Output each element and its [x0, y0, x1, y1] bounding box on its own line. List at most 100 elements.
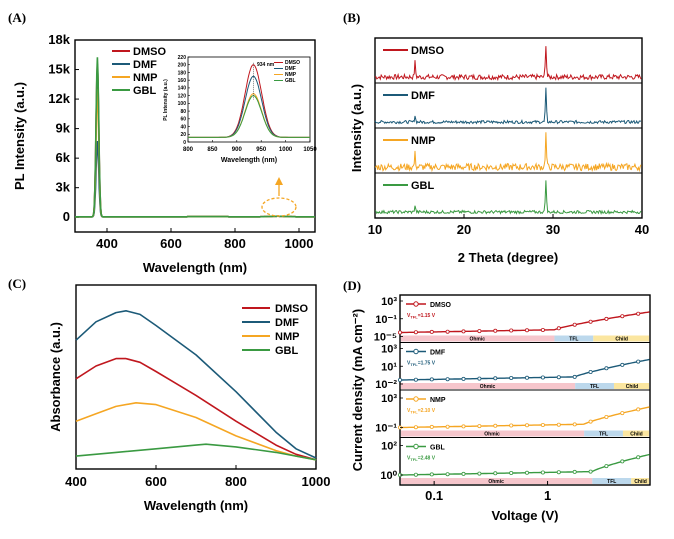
x-tick-label: 1	[544, 488, 551, 503]
region-label-ohmic: Ohmic	[484, 432, 500, 438]
panel-b: (B) DMSO DMF NMP GBL 10 20 30 40 2 Theta (degr…	[343, 10, 649, 265]
jv-marker	[413, 425, 418, 430]
region-child	[613, 383, 649, 389]
region-label-tfl: TFL	[599, 432, 608, 438]
region-label-tfl: TFL	[590, 384, 599, 390]
jv-marker	[429, 472, 434, 477]
jv-marker	[493, 328, 498, 333]
v-tfl-label: VTFL=1.15 V	[407, 313, 436, 320]
highlight-ellipse-a	[261, 197, 297, 217]
jv-marker	[572, 469, 577, 474]
y-tick-labels-a: 0 3k 6k 9k 12k 15k 18k	[48, 32, 79, 224]
y-axis-label-a: PL Intensity (a.u.)	[12, 82, 27, 190]
x-axis-label-a: Wavelength (nm)	[143, 260, 247, 275]
region-ohmic	[401, 430, 585, 437]
y-axis-label-c: Absorbance (a.u.)	[48, 322, 63, 432]
jv-marker	[540, 327, 545, 332]
inset-x-tick-label: 1000	[279, 147, 293, 153]
jv-marker	[620, 459, 625, 464]
jv-marker	[429, 377, 434, 382]
legend-label: NMP	[275, 331, 299, 343]
legend-label: DMF	[430, 350, 446, 357]
xrd-patterns: DMSO DMF NMP GBL	[374, 45, 642, 216]
arrow-head-a	[275, 177, 283, 185]
y-tick-label: 3k	[56, 180, 71, 195]
jv-marker	[572, 322, 577, 327]
jv-marker	[509, 375, 514, 380]
v-tfl-subscript: TFL	[410, 457, 418, 462]
jv-marker	[556, 326, 561, 331]
v-tfl-value: =2.10 V	[418, 408, 436, 414]
jv-marker	[445, 329, 450, 334]
x-axis-label-c: Wavelength (nm)	[144, 498, 248, 513]
inset-y-tick-label: 120	[178, 93, 187, 99]
region-child	[631, 478, 649, 484]
legend-label: DMF	[411, 90, 435, 102]
x-tick-labels-c: 400 600 800 1000	[65, 465, 330, 489]
y-tick-label: 10²	[381, 441, 397, 453]
inset-y-tick-label: 20	[180, 132, 186, 138]
region-tfl	[575, 383, 614, 389]
inset-x-tick-label: 950	[256, 147, 267, 153]
legend-marker	[413, 301, 419, 307]
region-ohmic	[401, 383, 576, 389]
jv-marker	[620, 411, 625, 416]
jv-marker	[604, 464, 609, 469]
v-tfl-label: VTFL=1.75 V	[407, 361, 436, 368]
x-tick-label: 1000	[285, 236, 314, 251]
jv-marker	[588, 319, 593, 324]
region-label-tfl: TFL	[607, 479, 616, 485]
v-tfl-subscript: TFL	[410, 362, 418, 367]
jv-marker	[620, 362, 625, 367]
region-child	[622, 430, 649, 437]
v-tfl-symbol: V	[407, 361, 411, 367]
region-ohmic	[401, 335, 555, 342]
x-tick-labels-a: 400 600 800 1000	[96, 228, 313, 251]
jv-marker	[525, 470, 530, 475]
series-line-gbl	[75, 443, 317, 461]
jv-marker	[636, 359, 641, 364]
jv-marker	[588, 369, 593, 374]
inset-x-tick-label: 900	[232, 147, 243, 153]
v-tfl-symbol: V	[407, 313, 411, 319]
v-tfl-symbol: V	[407, 456, 411, 462]
inset-y-tick-label: 80	[180, 109, 186, 115]
x-tick-label: 30	[546, 222, 560, 237]
y-tick-label: 10⁰	[380, 470, 397, 482]
panel-label-a: (A)	[8, 10, 26, 25]
jv-marker	[604, 414, 609, 419]
v-tfl-value: =1.75 V	[418, 361, 436, 367]
y-tick-label: 10⁻¹	[375, 314, 397, 326]
x-tick-label: 20	[457, 222, 471, 237]
inset-y-tick-label: 200	[178, 63, 187, 69]
jv-marker	[429, 329, 434, 334]
jv-marker	[397, 330, 402, 335]
jv-marker	[445, 424, 450, 429]
x-tick-label: 10	[368, 222, 382, 237]
jv-marker	[636, 311, 641, 316]
jv-marker	[525, 375, 530, 380]
region-label-ohmic: Ohmic	[480, 384, 496, 390]
legend-label: DMF	[275, 317, 299, 329]
inset-legend-label: NMP	[285, 72, 297, 78]
series-lines-c	[75, 309, 317, 461]
jv-marker	[477, 424, 482, 429]
y-tick-label: 10³	[381, 344, 397, 356]
x-tick-label: 40	[635, 222, 649, 237]
legend-marker	[413, 348, 419, 355]
jv-marker	[588, 419, 593, 424]
xrd-line-nmp	[374, 132, 642, 173]
jv-marker	[493, 423, 498, 428]
inset-y-tick-label: 100	[178, 101, 187, 107]
inset-y-tick-label: 160	[178, 78, 187, 84]
inset-y-label: PL Intensity (a.u.)	[163, 79, 169, 121]
legend-label: NMP	[411, 135, 435, 147]
jv-marker	[556, 470, 561, 475]
series-line-dmf	[75, 309, 317, 459]
v-tfl-value: =1.15 V	[418, 313, 436, 319]
series-line-nmp	[75, 401, 317, 461]
inset-series-gbl	[188, 95, 310, 138]
